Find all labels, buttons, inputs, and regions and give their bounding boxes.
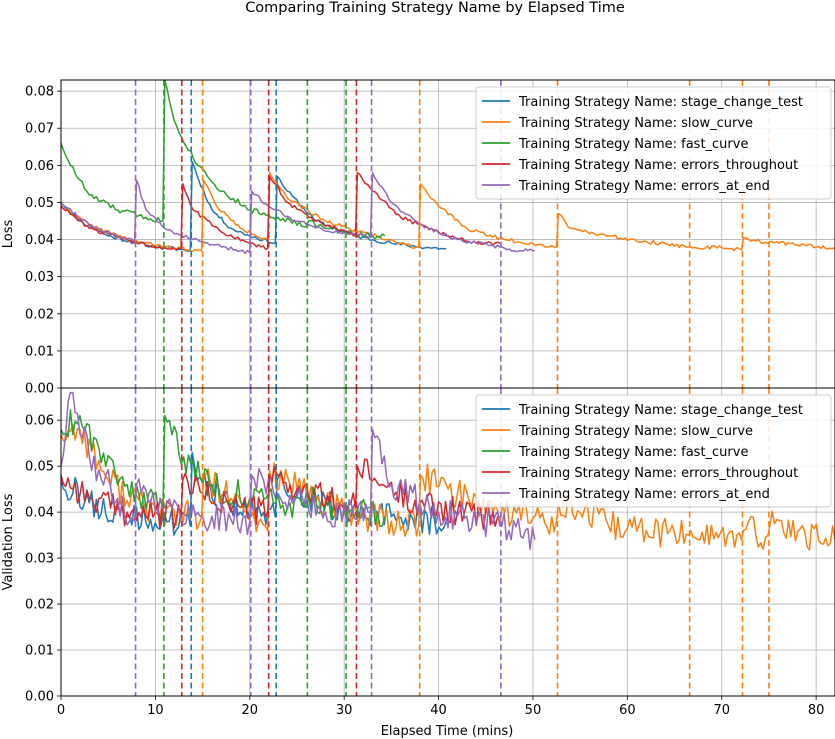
legend-label-fast_curve: Training Strategy Name: fast_curve xyxy=(518,445,748,460)
y-tick-label: 0.02 xyxy=(25,598,54,613)
axes-frame xyxy=(60,387,835,697)
x-tick-label: 20 xyxy=(242,703,259,718)
legend-box xyxy=(475,394,832,508)
legend-label-stage_change_test: Training Strategy Name: stage_change_tes… xyxy=(518,95,803,110)
legend-label-errors_throughout: Training Strategy Name: errors_throughou… xyxy=(518,158,798,173)
y-tick-label: 0.08 xyxy=(25,85,54,100)
y-tick-label: 0.06 xyxy=(25,414,54,429)
x-tick-label: 0 xyxy=(57,703,65,718)
plot-area: 0.00 0.01 0.02 0.03 0.04 0.05 0.06 0.07 0.08 Loss… xyxy=(1,79,835,718)
y-axis: 0.00 0.01 0.02 0.03 0.04 0.05 0.06 xyxy=(25,414,61,705)
y-tick-label: 0.06 xyxy=(25,159,54,174)
y-tick-label: 0.03 xyxy=(25,552,54,567)
series-line-errors_at_end xyxy=(61,391,536,550)
y-tick-label: 0.00 xyxy=(25,690,54,705)
x-tick-label: 10 xyxy=(147,703,164,718)
legend: Training Strategy Name: stage_change_tes… xyxy=(475,86,832,200)
y-tick-label: 0.04 xyxy=(25,506,54,521)
y-tick-label: 0.01 xyxy=(25,644,54,659)
x-tick-label: 40 xyxy=(430,703,447,718)
series-line-fast_curve xyxy=(61,409,386,528)
legend-label-errors_throughout: Training Strategy Name: errors_throughou… xyxy=(518,466,798,481)
y-axis-label: Validation Loss xyxy=(1,493,16,590)
legend-label-fast_curve: Training Strategy Name: fast_curve xyxy=(518,137,748,152)
legend-label-slow_curve: Training Strategy Name: slow_curve xyxy=(518,116,753,131)
series-group xyxy=(61,391,835,551)
y-axis: 0.00 0.01 0.02 0.03 0.04 0.05 0.06 0.07 0.08 xyxy=(25,85,61,397)
x-axis-label: Elapsed Time (mins) xyxy=(381,724,514,739)
legend-label-stage_change_test: Training Strategy Name: stage_change_tes… xyxy=(518,403,803,418)
chart-title: Comparing Training Strategy Name by Elap… xyxy=(245,0,625,16)
y-tick-label: 0.05 xyxy=(25,460,54,475)
x-tick-label: 50 xyxy=(525,703,542,718)
y-tick-label: 0.02 xyxy=(25,307,54,322)
legend-label-errors_at_end: Training Strategy Name: errors_at_end xyxy=(518,179,770,194)
legend: Training Strategy Name: stage_change_tes… xyxy=(475,394,832,508)
legend-label-slow_curve: Training Strategy Name: slow_curve xyxy=(518,424,753,439)
y-tick-label: 0.07 xyxy=(25,122,54,137)
y-tick-label: 0.05 xyxy=(25,196,54,211)
x-tick-label: 60 xyxy=(619,703,636,718)
series-line-stage_change_test xyxy=(61,160,447,253)
legend-label-errors_at_end: Training Strategy Name: errors_at_end xyxy=(518,487,770,502)
y-tick-label: 0.04 xyxy=(25,233,54,248)
series-group xyxy=(61,80,835,255)
y-tick-label: 0.00 xyxy=(25,382,54,397)
series-line-fast_curve xyxy=(61,80,386,240)
panel-2: 0.00 0.01 0.02 0.03 0.04 0.05 0.06 Validation L… xyxy=(1,387,835,718)
y-tick-label: 0.03 xyxy=(25,270,54,285)
x-tick-label: 70 xyxy=(713,703,730,718)
x-axis: 0 10 20 30 40 50 60 70 80 xyxy=(57,696,825,718)
x-tick-label: 80 xyxy=(808,703,825,718)
y-tick-label: 0.01 xyxy=(25,344,54,359)
panel-1: 0.00 0.01 0.02 0.03 0.04 0.05 0.06 0.07 0.08 Loss… xyxy=(1,79,835,397)
series-line-errors_at_end xyxy=(61,172,535,255)
y-axis-label: Loss xyxy=(1,220,16,249)
x-tick-label: 30 xyxy=(336,703,353,718)
legend-box xyxy=(475,86,832,200)
